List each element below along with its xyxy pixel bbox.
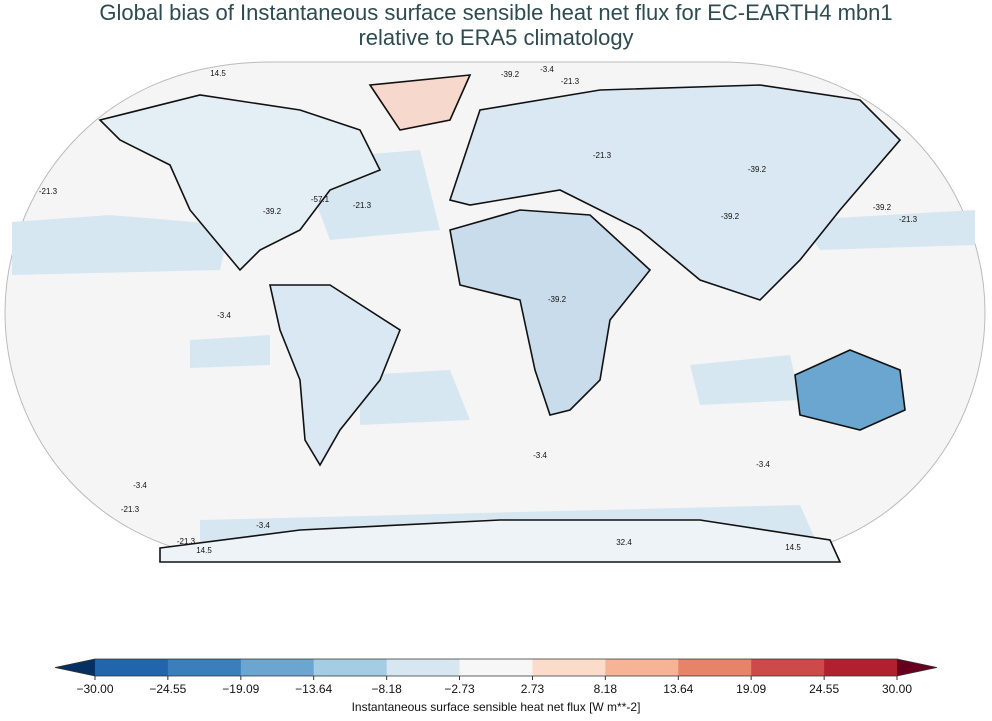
colorbar-tick-label: 24.55	[809, 682, 839, 696]
contour-label: -21.3	[39, 187, 58, 196]
contour-label: -3.4	[217, 311, 231, 320]
contour-label: -3.4	[533, 451, 547, 460]
colorbar-tick-label: 2.73	[521, 682, 545, 696]
contour-label: -39.2	[263, 207, 282, 216]
contour-label: 14.5	[785, 543, 801, 552]
contour-label: 14.5	[196, 546, 212, 555]
contour-label: -39.2	[501, 70, 520, 79]
colorbar-label: Instantaneous surface sensible heat net …	[352, 700, 641, 714]
colorbar-tick-label: 30.00	[882, 682, 912, 696]
title-line: relative to ERA5 climatology	[358, 25, 633, 50]
colorbar-over	[897, 659, 937, 676]
contour-labels: -3.4-39.2-21.314.5-21.3-39.2-57.1-21.3-2…	[39, 65, 918, 555]
colorbar-segment	[532, 659, 606, 676]
contour-label: -21.3	[177, 537, 196, 546]
colorbar-segment	[605, 659, 679, 676]
colorbar-tick-label: −8.18	[371, 682, 402, 696]
colorbar-tick-label: −24.55	[149, 682, 186, 696]
colorbar-segment	[751, 659, 825, 676]
colorbar-segment	[313, 659, 388, 676]
colorbar-segment	[459, 659, 533, 676]
contour-label: -3.4	[133, 481, 147, 490]
colorbar-tick-label: 19.09	[736, 682, 766, 696]
contour-label: -21.3	[593, 151, 612, 160]
contour-label: -21.3	[353, 201, 372, 210]
contour-label: -21.3	[121, 505, 140, 514]
contour-label: -3.4	[540, 65, 554, 74]
colorbar-segment	[240, 659, 315, 676]
map	[4, 61, 986, 563]
colorbar-tick-label: −13.64	[295, 682, 332, 696]
contour-label: -39.2	[721, 212, 740, 221]
title-line: Global bias of Instantaneous surface sen…	[99, 0, 892, 25]
contour-label: -3.4	[256, 521, 270, 530]
contour-label: -39.2	[548, 295, 567, 304]
colorbar-segment	[386, 659, 461, 676]
colorbar-under	[55, 659, 95, 676]
coastlines	[98, 74, 906, 563]
colorbar-segment	[678, 659, 752, 676]
contour-label: 14.5	[210, 69, 226, 78]
colorbar-tick-label: −2.73	[444, 682, 475, 696]
colorbar: −30.00 −24.55 −19.09 −13.64 −8.18 −2.73 2.73 8.…	[54, 658, 938, 696]
contour-label: -39.2	[873, 203, 892, 212]
colorbar-segment	[167, 659, 242, 676]
contour-label: -21.3	[899, 215, 918, 224]
colorbar-tick-label: −19.09	[222, 682, 259, 696]
colorbar-tick-label: −30.00	[76, 682, 113, 696]
colorbar-segment	[824, 659, 898, 676]
contour-label: -39.2	[748, 165, 767, 174]
contour-label: -3.4	[756, 460, 770, 469]
contour-label: -21.3	[561, 77, 580, 86]
contour-label: -57.1	[311, 195, 330, 204]
contour-label: 32.4	[616, 538, 632, 547]
colorbar-segment	[95, 659, 169, 676]
colorbar-tick-label: 8.18	[594, 682, 618, 696]
colorbar-tick-label: 13.64	[663, 682, 693, 696]
